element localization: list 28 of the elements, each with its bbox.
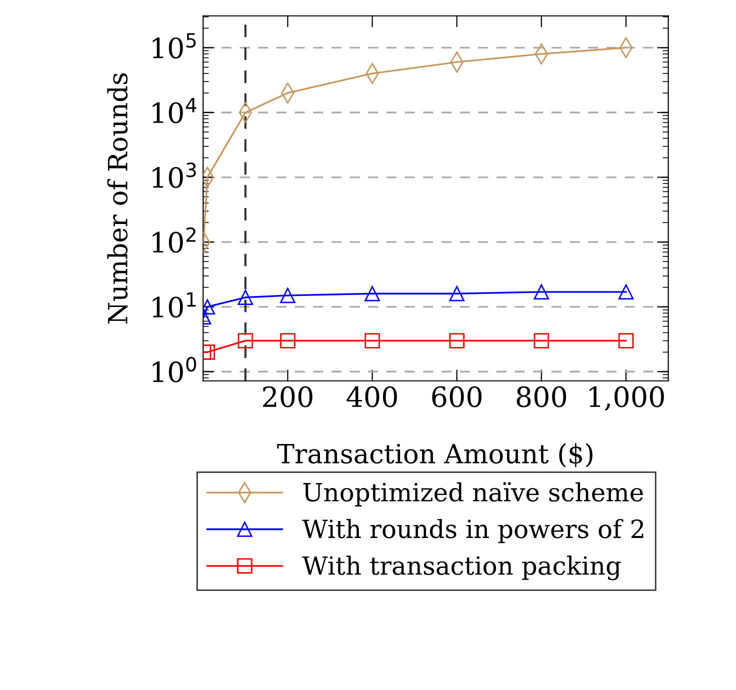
y-tick-label: 10$^{4}$: [152, 98, 196, 124]
y-tick-label: 10$^{2}$: [152, 227, 196, 253]
point: [618, 333, 634, 348]
legend-label: With rounds in powers of 2: [302, 518, 644, 544]
point: [364, 333, 380, 348]
point: [449, 333, 464, 348]
legend-label: With transaction packing: [302, 556, 621, 580]
point: [238, 333, 254, 348]
x-tick-label: 200: [263, 386, 312, 408]
point: [280, 288, 296, 304]
point: [280, 333, 296, 348]
y-tick-label: 10$^{0}$: [152, 356, 196, 382]
y-tick-label: 10$^{5}$: [152, 33, 196, 58]
x-axis-title: Transaction Amount ($): [277, 443, 592, 468]
x-tick-label: 1,000: [590, 386, 664, 411]
x-tick-label: 600: [432, 386, 482, 408]
point: [618, 284, 634, 300]
legend-label: Unoptimized naïve scheme: [303, 482, 643, 506]
x-tick-label: 800: [516, 386, 566, 408]
point: [534, 284, 550, 300]
point: [534, 333, 550, 348]
point: [449, 286, 464, 302]
y-tick-label: 10$^{1}$: [152, 292, 196, 318]
point: [364, 286, 380, 302]
x-tick-label: 400: [346, 386, 397, 408]
point: [238, 290, 254, 306]
y-axis-title: Number of Rounds: [107, 73, 128, 324]
y-tick-label: 10$^{3}$: [152, 162, 196, 188]
